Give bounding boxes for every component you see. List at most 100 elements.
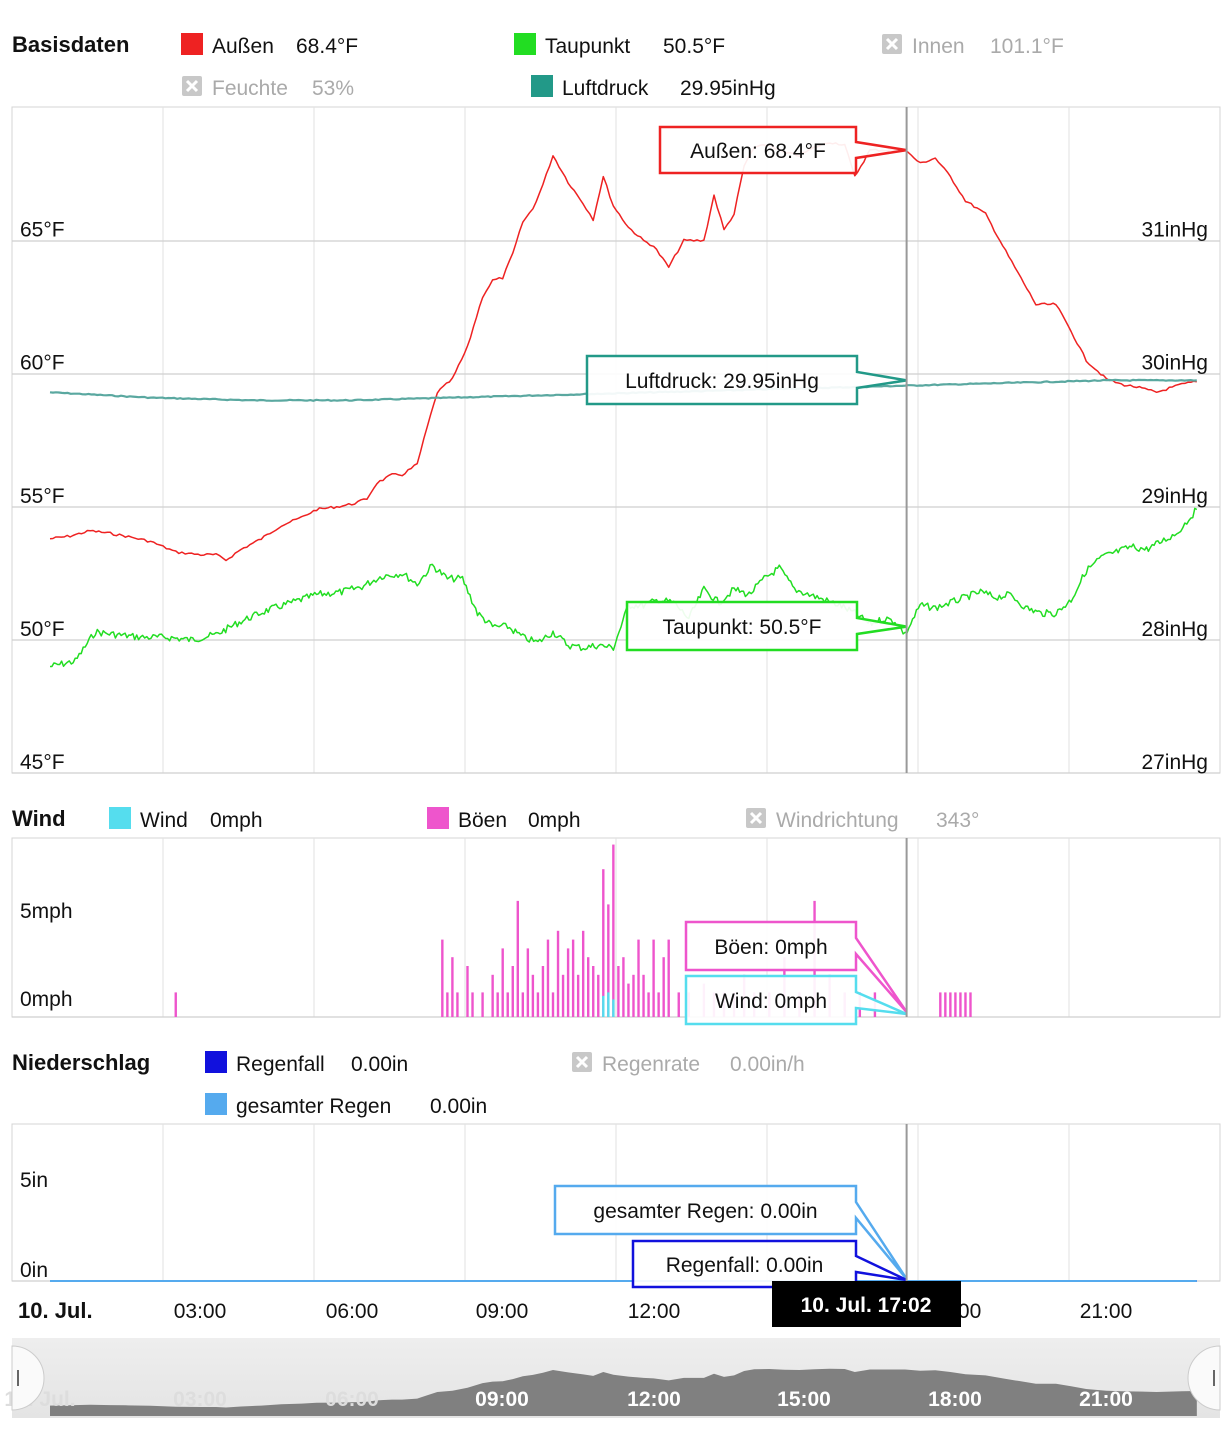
x-axis-date-label: 10. Jul. bbox=[18, 1298, 93, 1323]
wind-bar bbox=[511, 966, 514, 1017]
wind-bar bbox=[954, 992, 957, 1017]
panel-title-basisdaten: Basisdaten bbox=[12, 32, 129, 57]
legend-niederschlag: Regenfall 0.00in Regenrate 0.00in/h gesamter… bbox=[205, 1051, 805, 1118]
y-tick-label-rain: 5in bbox=[20, 1169, 48, 1192]
navigator-label: 03:00 bbox=[173, 1388, 227, 1411]
legend-value-feuchte: 53% bbox=[312, 77, 354, 100]
basisdaten-legend-taupunkt[interactable]: Taupunkt 50.5°F bbox=[514, 33, 725, 58]
basisdaten-legend-aussen[interactable]: Außen 68.4°F bbox=[181, 33, 358, 58]
legend-value-wind: 0mph bbox=[210, 809, 263, 832]
legend-swatch-wind bbox=[109, 807, 131, 829]
wind-legend-boeen[interactable]: Böen 0mph bbox=[427, 807, 581, 832]
wind-bar bbox=[637, 939, 640, 1017]
legend-value-gesamt: 0.00in bbox=[430, 1095, 487, 1118]
legend-value-aussen: 68.4°F bbox=[296, 35, 358, 58]
y-tick-label-pressure: 28inHg bbox=[1141, 618, 1208, 641]
basisdaten-legend-feuchte[interactable]: Feuchte 53% bbox=[182, 76, 354, 100]
navigator-left-handle[interactable] bbox=[11, 1345, 45, 1411]
wind-bar bbox=[481, 992, 484, 1017]
wind-bar bbox=[612, 999, 615, 1017]
wind-bar bbox=[471, 992, 474, 1017]
wind-bar bbox=[667, 939, 670, 1017]
series-bars-wind[interactable] bbox=[602, 992, 615, 1017]
legend-label-windrichtung: Windrichtung bbox=[776, 809, 899, 832]
wind-bar bbox=[446, 992, 449, 1017]
wind-bar bbox=[576, 974, 580, 1017]
wind-bar bbox=[581, 930, 585, 1017]
series-line-taupunkt[interactable] bbox=[50, 507, 1198, 668]
crosshair-label-box bbox=[772, 1281, 961, 1327]
wind-bar bbox=[959, 992, 962, 1017]
legend-label-luftdruck: Luftdruck bbox=[562, 77, 649, 100]
rain-tooltips: gesamter Regen: 0.00in Regenfall: 0.00in bbox=[553, 1184, 908, 1289]
x-tick-label: 09:00 bbox=[476, 1300, 529, 1323]
y-axis-rain: 0in 5in bbox=[20, 1169, 48, 1282]
legend-swatch-taupunkt bbox=[514, 33, 536, 55]
navigator-series-area bbox=[50, 1368, 1197, 1416]
legend-label-regenfall: Regenfall bbox=[236, 1053, 325, 1076]
wind-tooltips: Böen: 0mph Wind: 0mph bbox=[684, 920, 908, 1026]
navigator-label: 18:00 bbox=[928, 1388, 982, 1411]
tooltip-text-luftdruck: Luftdruck: 29.95inHg bbox=[625, 370, 819, 393]
y-tick-label-temperature: 50°F bbox=[20, 618, 65, 641]
wind-bar bbox=[441, 939, 444, 1017]
navigator-label: 15:00 bbox=[777, 1388, 831, 1411]
legend-label-gesamt: gesamter Regen bbox=[236, 1095, 391, 1118]
wind-legend-windrichtung[interactable]: Windrichtung 343° bbox=[746, 808, 979, 832]
legend-wind: Wind 0mph Böen 0mph Windrichtung 343° bbox=[109, 807, 979, 832]
wind-grid bbox=[11, 837, 1221, 1018]
basisdaten-legend-luftdruck[interactable]: Luftdruck 29.95inHg bbox=[531, 75, 776, 100]
tooltip-taupunkt: Taupunkt: 50.5°F bbox=[625, 600, 907, 652]
wind-bar bbox=[607, 904, 610, 1017]
x-tick-label: 21:00 bbox=[1080, 1300, 1133, 1323]
y-tick-label-wind: 0mph bbox=[20, 988, 73, 1011]
wind-bar bbox=[642, 974, 645, 1017]
series-line-außen[interactable] bbox=[49, 142, 1197, 562]
tooltip-text-aussen: Außen: 68.4°F bbox=[690, 140, 826, 163]
y-tick-label-temperature: 60°F bbox=[20, 352, 65, 375]
navigator-label: 12:00 bbox=[627, 1388, 681, 1411]
legend-swatch-aussen bbox=[181, 33, 203, 55]
navigator-label: 09:00 bbox=[475, 1388, 529, 1411]
y-tick-label-pressure: 27inHg bbox=[1141, 751, 1208, 774]
wind-bar bbox=[566, 948, 570, 1017]
y-tick-label-pressure: 29inHg bbox=[1141, 485, 1208, 508]
wind-bar bbox=[526, 948, 530, 1017]
tooltip-boeen: Böen: 0mph bbox=[684, 920, 908, 1013]
niederschlag-legend-gesamt[interactable]: gesamter Regen 0.00in bbox=[205, 1093, 487, 1118]
range-navigator[interactable]: 10. Jul. 03:00 06:00 09:00 12:00 15:00 18:00 21… bbox=[4, 1338, 1221, 1418]
legend-basisdaten: Außen 68.4°F Taupunkt 50.5°F Innen 101.1°F Feu… bbox=[181, 33, 1064, 100]
niederschlag-legend-regenfall[interactable]: Regenfall 0.00in bbox=[205, 1051, 408, 1076]
wind-bar bbox=[516, 900, 519, 1017]
wind-bar bbox=[546, 939, 550, 1017]
wind-bar bbox=[964, 992, 967, 1017]
y-tick-label-wind: 5mph bbox=[20, 900, 73, 923]
wind-bar bbox=[647, 992, 650, 1017]
wind-bar bbox=[622, 957, 625, 1017]
tooltip-gesamt: gesamter Regen: 0.00in bbox=[553, 1184, 908, 1280]
crosshair-label-text: 10. Jul. 17:02 bbox=[801, 1294, 932, 1317]
legend-value-innen: 101.1°F bbox=[990, 35, 1064, 58]
x-tick-label: 06:00 bbox=[326, 1300, 379, 1323]
niederschlag-legend-regenrate[interactable]: Regenrate 0.00in/h bbox=[572, 1052, 805, 1076]
wind-bar bbox=[174, 992, 177, 1017]
navigator-right-handle[interactable] bbox=[1187, 1345, 1221, 1411]
tooltip-text-taupunkt: Taupunkt: 50.5°F bbox=[663, 616, 822, 639]
legend-value-windrichtung: 343° bbox=[936, 809, 979, 832]
basisdaten-legend-innen[interactable]: Innen 101.1°F bbox=[882, 34, 1064, 58]
legend-value-luftdruck: 29.95inHg bbox=[680, 77, 776, 100]
wind-bar bbox=[531, 974, 535, 1017]
tooltip-aussen: Außen: 68.4°F bbox=[658, 125, 907, 175]
x-tick-label: 12:00 bbox=[628, 1300, 681, 1323]
wind-legend-wind[interactable]: Wind 0mph bbox=[109, 807, 263, 832]
basisdaten-grid bbox=[11, 106, 1221, 774]
wind-bar bbox=[612, 844, 615, 1017]
legend-swatch-gesamt bbox=[205, 1093, 227, 1115]
tooltip-text-regenfall: Regenfall: 0.00in bbox=[666, 1254, 824, 1277]
wind-bar bbox=[632, 974, 635, 1017]
wind-bar bbox=[501, 948, 504, 1017]
navigator-label: 06:00 bbox=[325, 1388, 379, 1411]
wind-bar bbox=[677, 992, 680, 1017]
legend-label-regenrate: Regenrate bbox=[602, 1053, 700, 1076]
